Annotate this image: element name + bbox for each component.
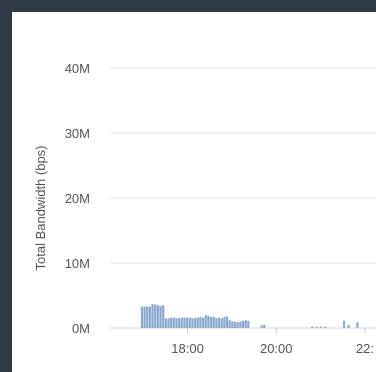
bar <box>356 322 359 328</box>
bar <box>196 317 199 328</box>
bar <box>191 318 194 328</box>
bar <box>209 316 213 328</box>
y-axis-title: Total Bandwidth (bps) <box>33 145 48 270</box>
bar <box>199 316 202 328</box>
bar <box>324 326 327 328</box>
bar <box>212 316 215 328</box>
bandwidth-chart: 0M 10M 20M 30M 40M 18:00 20:00 22: Total Bandw… <box>33 61 376 356</box>
bar <box>225 316 229 328</box>
bar <box>146 306 149 328</box>
bar <box>260 325 263 328</box>
bar <box>231 321 234 328</box>
bar <box>236 322 239 328</box>
y-tick-label: 10M <box>65 256 90 271</box>
bar <box>170 317 173 328</box>
grid-lines <box>110 67 376 329</box>
bar <box>319 326 323 328</box>
bar <box>244 320 247 328</box>
bar <box>315 326 318 328</box>
bar <box>215 318 218 328</box>
bar <box>140 306 144 328</box>
bar <box>156 305 159 328</box>
bar <box>217 317 221 328</box>
x-tick-label: 18:00 <box>171 341 204 356</box>
bar <box>151 303 154 328</box>
bar <box>263 324 266 328</box>
bar <box>162 305 165 328</box>
bar <box>239 321 242 328</box>
chart-panel: 0M 10M 20M 30M 40M 18:00 20:00 22: Total Bandw… <box>12 12 376 372</box>
bar <box>342 320 346 328</box>
bar <box>311 326 314 328</box>
bar <box>180 317 183 328</box>
bar <box>220 318 223 328</box>
bar <box>164 318 167 328</box>
x-axis-ticks: 18:00 20:00 22: <box>171 328 374 356</box>
bar <box>202 317 205 328</box>
bar <box>178 318 181 328</box>
x-tick-label: 22: <box>356 341 374 356</box>
bar <box>175 318 178 328</box>
bar <box>167 318 170 328</box>
y-axis-ticks: 0M 10M 20M 30M 40M <box>65 61 90 336</box>
bar <box>159 305 162 328</box>
bar <box>172 317 175 328</box>
y-tick-label: 0M <box>72 321 90 336</box>
bar <box>154 304 157 328</box>
bar <box>183 317 186 328</box>
bar <box>186 317 189 328</box>
bar <box>148 306 151 328</box>
bar <box>228 320 231 328</box>
bar <box>188 317 191 328</box>
y-tick-label: 20M <box>65 191 90 206</box>
bar <box>241 320 245 328</box>
y-tick-label: 40M <box>65 61 90 76</box>
bar <box>233 321 237 328</box>
bar-series <box>140 303 359 328</box>
bar <box>223 316 226 328</box>
bar <box>347 324 350 328</box>
bar <box>143 306 146 328</box>
bar <box>204 315 207 328</box>
bar <box>247 320 250 328</box>
bar <box>194 318 197 328</box>
x-tick-label: 20:00 <box>260 341 293 356</box>
y-tick-label: 30M <box>65 126 90 141</box>
bar <box>207 315 210 328</box>
